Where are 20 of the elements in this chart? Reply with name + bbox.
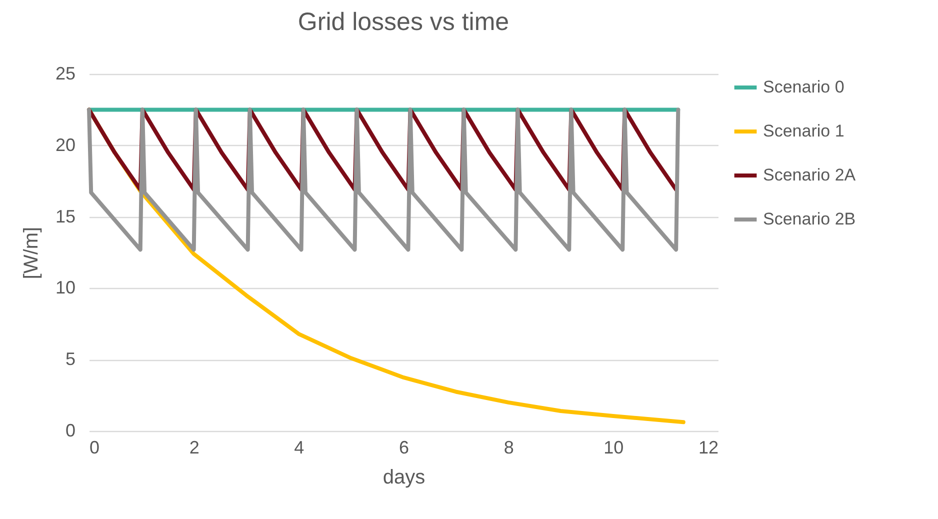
x-tick-label: 12 [698, 438, 718, 458]
chart-title: Grid losses vs time [298, 8, 510, 36]
y-tick-label: 0 [65, 420, 76, 440]
y-tick-label: 15 [55, 206, 76, 226]
x-tick-label: 10 [604, 438, 624, 458]
x-tick-label: 2 [189, 438, 200, 458]
legend-label: Scenario 2A [763, 166, 856, 184]
y-tick-label: 10 [55, 278, 76, 298]
y-tick-label: 5 [65, 349, 76, 370]
x-axis-title: days [382, 466, 426, 488]
x-tick-label: 6 [398, 438, 410, 458]
y-tick-label: 20 [55, 134, 76, 155]
y-tick-label: 25 [55, 64, 76, 84]
legend-label: Scenario 1 [763, 122, 844, 140]
legend-label: Scenario 2B [763, 210, 856, 228]
x-tick-label: 0 [90, 438, 100, 458]
x-tick-label: 8 [504, 438, 514, 458]
y-axis-title: [W/m] [20, 226, 42, 280]
legend-label: Scenario 0 [763, 78, 844, 96]
x-tick-label: 4 [294, 438, 304, 458]
